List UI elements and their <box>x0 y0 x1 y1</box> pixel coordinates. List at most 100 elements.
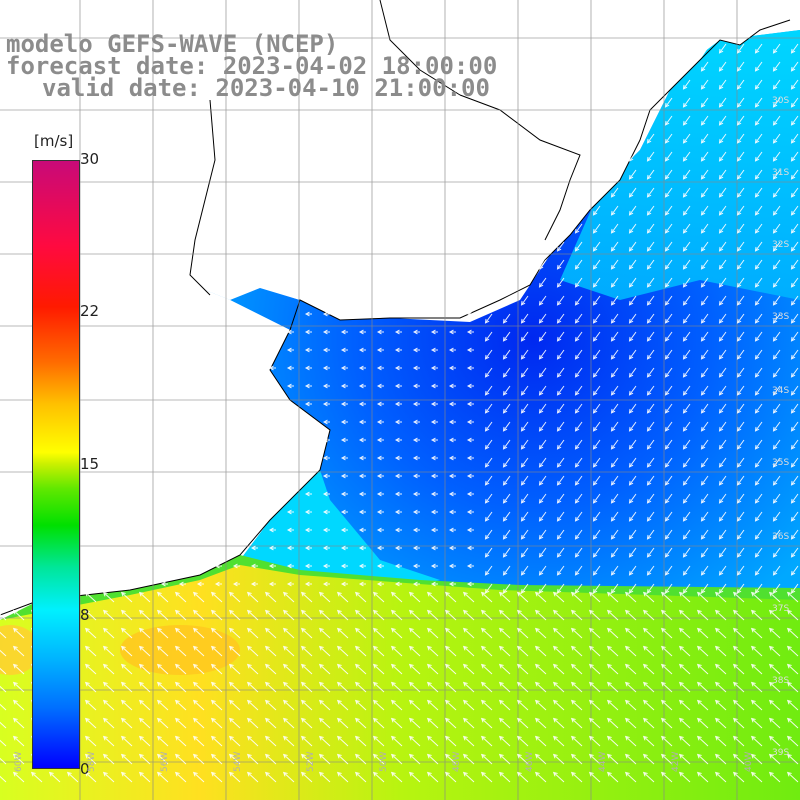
wind-arrow <box>430 383 438 389</box>
wind-arrow <box>786 735 799 747</box>
wind-arrow <box>300 735 313 747</box>
wind-arrow <box>466 401 474 407</box>
high-wind-core-west <box>0 625 40 675</box>
wind-arrow <box>768 699 781 711</box>
wind-arrow <box>736 61 745 72</box>
wind-arrow <box>772 457 781 468</box>
wind-arrow <box>340 329 348 335</box>
wind-arrow <box>246 699 259 711</box>
wind-arrow <box>682 151 691 162</box>
wind-arrow <box>588 699 601 711</box>
wind-arrow <box>484 349 493 360</box>
wind-arrow <box>606 717 619 729</box>
wind-arrow <box>610 493 619 504</box>
wind-arrow <box>358 383 366 389</box>
wind-arrow <box>714 663 727 675</box>
wind-arrow <box>700 457 709 468</box>
wind-arrow <box>736 439 745 450</box>
wind-arrow <box>556 583 565 594</box>
wind-arrow <box>516 627 529 639</box>
wind-arrow <box>610 385 619 396</box>
wind-arrow <box>664 313 673 324</box>
wind-arrow <box>736 223 745 234</box>
wind-arrow <box>502 385 511 396</box>
wind-arrow <box>336 681 349 693</box>
wind-arrow <box>592 259 601 270</box>
wind-arrow <box>408 753 421 765</box>
wind-arrow <box>754 547 763 558</box>
wind-arrow <box>570 717 583 729</box>
wind-arrow <box>174 681 187 693</box>
wind-arrow <box>376 401 384 407</box>
wind-arrow <box>318 717 331 729</box>
wind-arrow <box>0 775 7 783</box>
wind-arrow <box>336 645 349 657</box>
wind-arrow <box>786 681 799 693</box>
wind-arrow <box>646 277 655 288</box>
wind-arrow <box>660 699 673 711</box>
wind-arrow <box>502 493 511 504</box>
wind-arrow <box>714 645 727 657</box>
wind-arrow <box>264 663 277 675</box>
wind-arrow <box>264 753 277 765</box>
wind-arrow <box>426 681 439 693</box>
wind-arrow <box>768 627 781 639</box>
wind-arrow <box>628 457 637 468</box>
wind-arrow <box>448 545 456 551</box>
wind-arrow <box>304 311 312 317</box>
wind-arrow <box>750 735 763 747</box>
wind-arrow <box>318 735 331 747</box>
wind-arrow <box>754 511 763 522</box>
wind-arrow <box>394 365 402 371</box>
wind-arrow <box>700 115 709 126</box>
wind-arrow <box>700 511 709 522</box>
lat-label: 34S <box>772 386 790 396</box>
wind-arrow <box>466 437 474 443</box>
wind-arrow <box>300 771 313 783</box>
wind-arrow <box>210 717 223 729</box>
wind-arrow <box>646 583 655 594</box>
wind-arrow <box>772 151 781 162</box>
wind-arrow <box>700 565 709 576</box>
wind-arrow <box>412 545 420 551</box>
wind-arrow <box>624 735 637 747</box>
wind-arrow <box>682 493 691 504</box>
wind-arrow <box>574 439 583 450</box>
wind-arrow <box>700 331 709 342</box>
wind-arrow <box>322 311 330 317</box>
wind-arrow <box>426 627 439 639</box>
wind-arrow <box>516 735 529 747</box>
wind-arrow <box>642 717 655 729</box>
wind-arrow <box>120 663 133 675</box>
lat-label: 31S <box>772 168 790 178</box>
wind-arrow <box>408 681 421 693</box>
wind-arrow <box>336 591 349 603</box>
wind-arrow <box>394 491 402 497</box>
wind-arrow <box>448 509 456 515</box>
wind-arrow <box>210 699 223 711</box>
wind-arrow <box>624 681 637 693</box>
wind-arrow <box>552 627 565 639</box>
wind-arrow <box>754 331 763 342</box>
wind-arrow <box>718 79 727 90</box>
wind-arrow <box>210 645 223 657</box>
wind-arrow <box>340 563 348 569</box>
wind-arrow <box>228 735 241 747</box>
colorbar-tick-15: 15 <box>80 455 100 473</box>
wind-arrow <box>300 609 313 621</box>
wind-arrow <box>430 437 438 443</box>
wind-arrow <box>466 347 474 353</box>
wind-arrow <box>354 735 367 747</box>
wind-arrow <box>304 581 312 587</box>
wind-arrow <box>682 457 691 468</box>
wind-arrow <box>750 681 763 693</box>
wind-arrow <box>624 699 637 711</box>
wind-arrow <box>646 295 655 306</box>
wind-arrow <box>462 771 475 783</box>
wind-arrow <box>700 439 709 450</box>
wind-arrow <box>426 771 439 783</box>
wind-arrow <box>714 753 727 765</box>
wind-arrow <box>574 223 583 234</box>
wind-arrow <box>394 527 402 533</box>
